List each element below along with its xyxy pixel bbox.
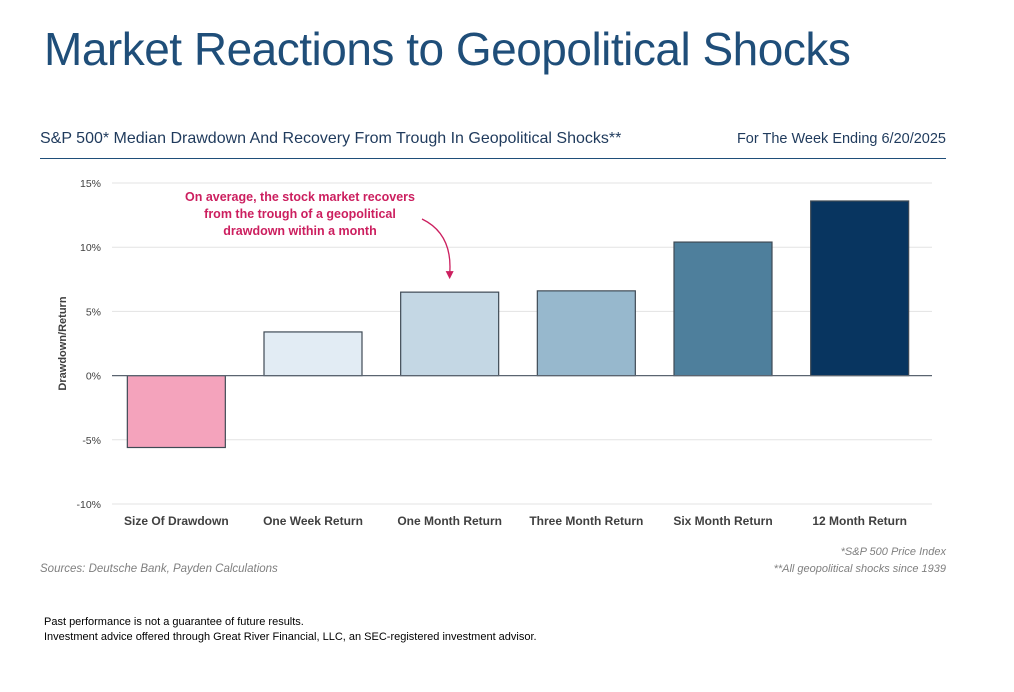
- y-tick-label: 5%: [86, 306, 101, 318]
- chart-header: S&P 500* Median Drawdown And Recovery Fr…: [40, 118, 946, 159]
- bar: [673, 241, 773, 377]
- x-category-label: Three Month Return: [529, 514, 643, 528]
- annotation-text: drawdown within a month: [223, 224, 376, 238]
- x-category-label: Size Of Drawdown: [124, 514, 229, 528]
- chart-title: S&P 500* Median Drawdown And Recovery Fr…: [40, 130, 622, 147]
- source-note: Sources: Deutsche Bank, Payden Calculati…: [40, 563, 278, 575]
- y-axis-title: Drawdown/Return: [57, 296, 69, 390]
- bar: [810, 200, 910, 377]
- bar: [400, 291, 500, 377]
- y-tick-label: -5%: [82, 435, 101, 447]
- annotation-arrowhead: [445, 271, 454, 280]
- x-category-label: One Month Return: [397, 514, 502, 528]
- y-tick-label: 15%: [80, 178, 101, 190]
- annotation-text: from the trough of a geopolitical: [204, 207, 396, 221]
- y-tick-label: 0%: [86, 371, 101, 383]
- footnote-price-index: *S&P 500 Price Index: [840, 546, 946, 558]
- x-category-label: Six Month Return: [673, 514, 772, 528]
- footnote-shocks: **All geopolitical shocks since 1939: [773, 563, 946, 575]
- x-category-label: 12 Month Return: [812, 514, 907, 528]
- annotation-text: On average, the stock market recovers: [185, 190, 415, 204]
- disclaimer-performance: Past performance is not a guarantee of f…: [44, 616, 304, 628]
- y-tick-label: -10%: [76, 499, 101, 511]
- annotation-arrow: [421, 218, 451, 275]
- disclaimer-advisor: Investment advice offered through Great …: [44, 631, 537, 643]
- bar: [536, 290, 636, 377]
- bar: [263, 331, 363, 377]
- bar: [126, 375, 226, 449]
- y-tick-label: 10%: [80, 242, 101, 254]
- slide-title: Market Reactions to Geopolitical Shocks: [44, 23, 851, 75]
- x-category-label: One Week Return: [263, 514, 363, 528]
- chart-date: For The Week Ending 6/20/2025: [736, 131, 946, 147]
